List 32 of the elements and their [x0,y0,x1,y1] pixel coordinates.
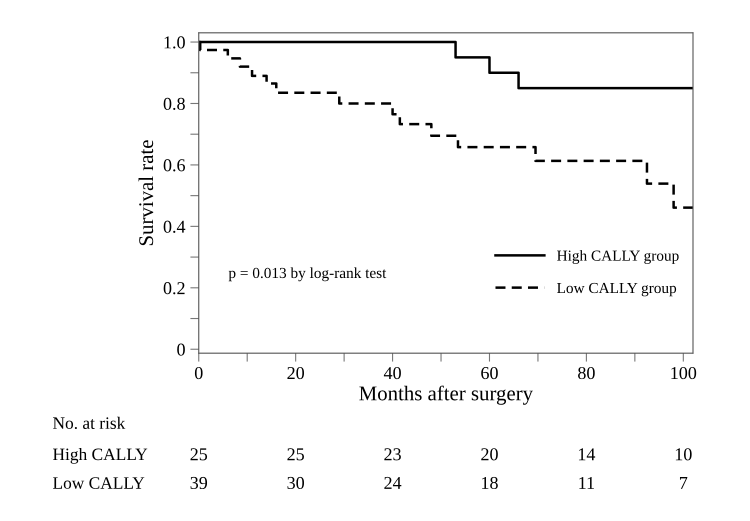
x-tick-label: 100 [671,366,696,380]
text: 14 [578,448,596,460]
text: 7 [680,477,688,489]
x-tick-label: 80 [578,366,595,380]
y-tick-label: 0 [177,344,185,356]
text: 25 [287,448,304,460]
text: No. at risk [53,416,126,430]
x-axis-title: Months after surgery [359,386,533,405]
legend-label: High CALLY group [557,250,679,264]
text: 11 [579,476,594,489]
text: 23 [384,448,401,460]
text: 24 [384,476,402,489]
text: 30 [287,476,304,490]
text: 25 [190,448,208,460]
y-tick-label: 0.4 [164,220,186,233]
y-tick-label: 0.8 [164,98,185,110]
x-tick-label: 20 [287,366,304,380]
text: Low CALLY [53,477,144,489]
text: High CALLY [53,448,148,464]
x-tick-label: 60 [481,366,498,380]
annotation: p = 0.013 by log-rank test [228,267,386,282]
x-tick-label: 40 [384,366,401,380]
text: 18 [482,476,498,490]
y-tick-label: 1.0 [164,36,185,49]
text: 20 [481,448,498,460]
y-axis-title: Survival rate [138,140,154,246]
y-tick-label: 0.2 [164,282,185,294]
text: 10 [676,448,692,460]
x-tick-label: 0 [194,366,203,380]
y-tick-label: 0.6 [164,159,186,172]
text: 39 [190,476,208,490]
legend-label: Low CALLY group [557,282,676,296]
